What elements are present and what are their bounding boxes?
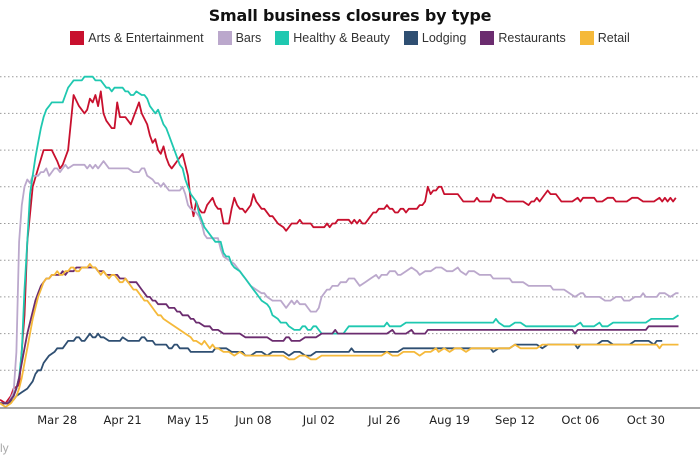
x-axis-ticks: Mar 28 Apr 21 May 15 Jun 08 Jul 02 Jul 26 Aug … (37, 413, 665, 427)
chart-title: Small business closures by type (208, 6, 492, 25)
legend-swatch (275, 31, 290, 45)
legend-swatch (217, 31, 232, 45)
series-lines (0, 75, 679, 408)
legend-label: Bars (235, 31, 262, 45)
legend-item-retail: Retail (579, 31, 630, 45)
legend-label: Retail (597, 31, 630, 45)
legend-item-restaurants: Restaurants (480, 31, 566, 45)
x-tick-label: Mar 28 (37, 413, 77, 427)
x-tick-label: Oct 06 (561, 413, 599, 427)
legend-item-healthy-beauty: Healthy & Beauty (275, 31, 390, 45)
x-tick-label: Jul 02 (302, 413, 335, 427)
x-tick-label: Sep 12 (495, 413, 535, 427)
series-line-healthy-beauty (0, 75, 679, 405)
x-tick-label: Jun 08 (234, 413, 271, 427)
legend-swatch (403, 31, 418, 45)
series-line-restaurants (0, 266, 679, 405)
series-line-arts-entertainment (0, 90, 677, 405)
x-tick-label: Jul 26 (367, 413, 400, 427)
legend-item-lodging: Lodging (403, 31, 467, 45)
x-tick-label: Oct 30 (627, 413, 665, 427)
legend-swatch (480, 31, 495, 45)
legend-label: Arts & Entertainment (88, 31, 204, 45)
series-line-retail (0, 262, 679, 408)
x-tick-label: Apr 21 (104, 413, 142, 427)
legend-swatch (579, 31, 594, 45)
x-tick-label: May 15 (167, 413, 209, 427)
legend-item-arts-entertainment: Arts & Entertainment (70, 31, 204, 45)
legend-item-bars: Bars (217, 31, 262, 45)
footnote-text: ly (0, 441, 9, 455)
legend-label: Healthy & Beauty (293, 31, 390, 45)
legend-label: Restaurants (498, 31, 566, 45)
x-tick-label: Aug 19 (429, 413, 470, 427)
chart-legend: Arts & Entertainment Bars Healthy & Beau… (0, 31, 700, 45)
legend-label: Lodging (421, 31, 467, 45)
legend-swatch (70, 31, 85, 45)
series-line-bars (0, 160, 679, 405)
